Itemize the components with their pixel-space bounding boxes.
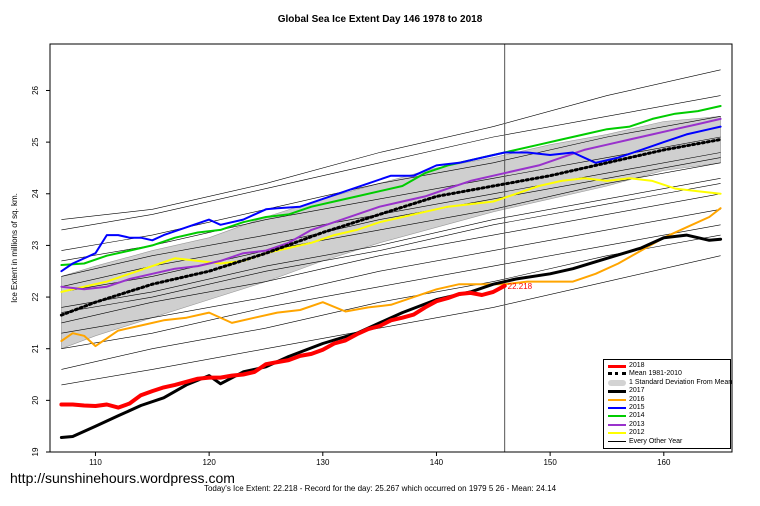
record-label: - Record for the day: — [299, 484, 373, 493]
other-year-line-7 — [61, 209, 721, 334]
other-year-line-8 — [61, 224, 721, 349]
legend-swatch — [608, 398, 626, 401]
record-value: 25.267 — [374, 484, 400, 493]
legend-swatch — [608, 390, 626, 394]
other-year-line-0 — [61, 69, 721, 220]
legend-swatch — [608, 415, 626, 418]
other-year-line-9 — [61, 234, 721, 370]
other-year-line-13 — [61, 183, 721, 313]
legend-swatch — [608, 440, 626, 442]
chart-title: Global Sea Ice Extent Day 146 1978 to 20… — [278, 14, 483, 25]
y-tick-label-23: 23 — [31, 240, 40, 249]
series-line-2016 — [60, 207, 722, 348]
other-year-line-5 — [61, 178, 721, 308]
legend-label: 2014 — [629, 412, 645, 420]
x-tick-label-140: 140 — [430, 458, 444, 467]
todays-extent-label: Today's Ice Extent: — [203, 484, 271, 493]
legend-label: Every Other Year — [629, 437, 683, 445]
y-tick-label-20: 20 — [31, 395, 40, 404]
other-year-line-6 — [61, 193, 721, 324]
other-year-line-2 — [61, 116, 721, 251]
legend-label: 1 Standard Deviation From Mean — [629, 378, 733, 386]
legend-swatch — [608, 379, 626, 386]
website-url[interactable]: http://sunshinehours.wordpress.com — [10, 470, 235, 486]
x-tick-label-110: 110 — [89, 458, 102, 467]
legend-label: 2017 — [629, 387, 645, 395]
y-tick-label-21: 21 — [31, 344, 40, 353]
legend-label: Mean 1981-2010 — [629, 370, 682, 378]
series-line-2015 — [60, 125, 722, 273]
series-line-2014 — [60, 105, 722, 266]
legend-swatch — [608, 432, 626, 435]
chart-legend: 2018 Mean 1981-2010 1 Standard Deviation F… — [603, 359, 733, 449]
x-tick-label-150: 150 — [543, 458, 557, 467]
x-tick-label-130: 130 — [316, 458, 330, 467]
legend-label: 2013 — [629, 420, 645, 428]
std-band — [61, 115, 721, 350]
legend-swatch — [608, 407, 626, 409]
legend-swatch — [608, 423, 626, 426]
series-line-2013 — [60, 117, 722, 291]
series-line-mean-1981-2010 — [59, 138, 723, 317]
legend-label: 2016 — [629, 395, 645, 403]
legend-label: 2012 — [629, 429, 645, 437]
y-tick-label-26: 26 — [31, 85, 40, 94]
y-tick-label-25: 25 — [31, 137, 40, 146]
y-tick-label-24: 24 — [31, 189, 40, 198]
record-occurred-label: which occurred on — [401, 484, 467, 493]
series-line-2012 — [60, 177, 722, 293]
y-axis-label: Ice Extent in millions of sq. km. — [10, 193, 19, 303]
series-line-2018 — [59, 283, 507, 410]
legend-swatch — [608, 372, 626, 376]
legend-label: 2018 — [629, 362, 645, 369]
x-tick-label-120: 120 — [202, 458, 216, 467]
mean-value: 24.14 — [536, 484, 557, 493]
other-year-line-10 — [61, 255, 721, 386]
plot-border — [49, 43, 733, 453]
x-tick-label-160: 160 — [657, 458, 671, 467]
other-year-line-1 — [61, 95, 721, 231]
y-tick-label-19: 19 — [31, 447, 40, 456]
footer-summary: Today's Ice Extent: 22.218 - Record for … — [0, 484, 760, 493]
legend-label: 2015 — [629, 404, 645, 411]
legend-swatch — [608, 365, 626, 368]
mean-label: - Mean: — [506, 484, 534, 493]
y-tick-label-22: 22 — [31, 292, 40, 301]
record-date: 1979 5 26 — [468, 484, 505, 493]
chart-canvas: Global Sea Ice Extent Day 146 1978 to 20… — [10, 14, 733, 467]
latest-value-label: 22.218 — [508, 282, 533, 291]
todays-extent-value: 22.218 — [273, 484, 298, 493]
other-year-line-4 — [61, 162, 721, 293]
